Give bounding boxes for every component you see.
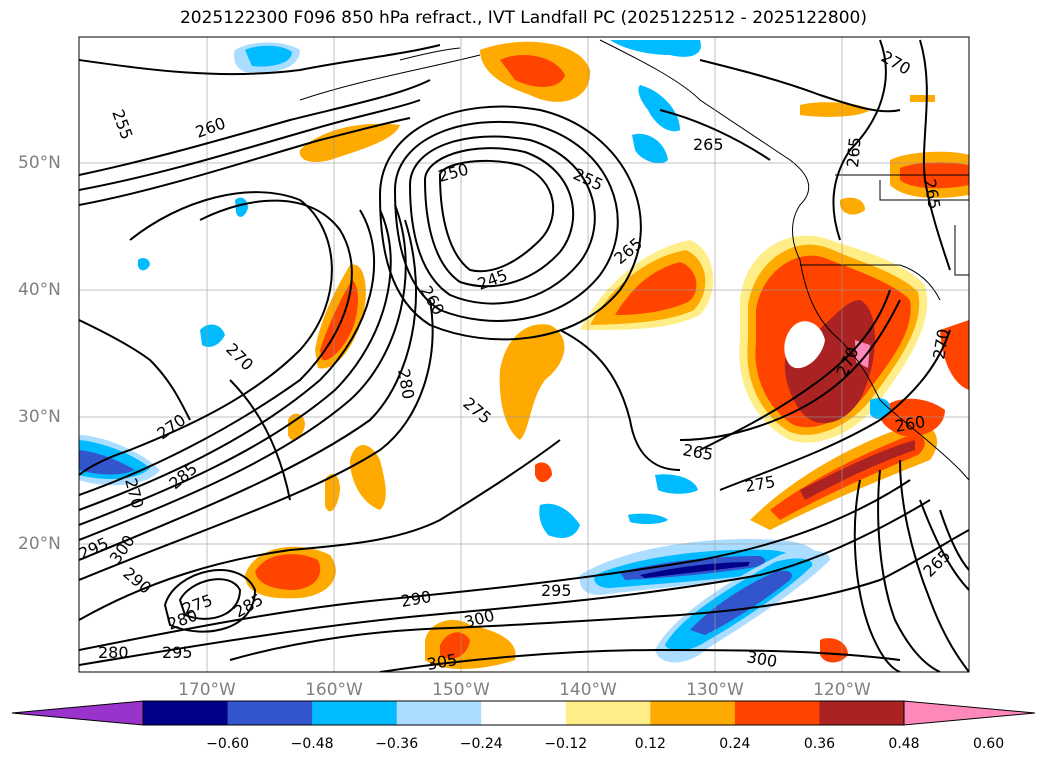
map-frame (78, 36, 970, 673)
contour-label: 295 (162, 643, 193, 662)
colorbar-swatch (312, 701, 398, 725)
contour-lines (79, 39, 969, 672)
lat-label: 50°N (18, 153, 61, 173)
lon-label: 130°W (686, 680, 744, 700)
colorbar-tick-label: 0.12 (634, 736, 666, 752)
colorbar-tick-label: −0.48 (290, 736, 334, 752)
lon-label: 170°W (178, 680, 236, 700)
contour-label: 295 (541, 581, 572, 600)
colorbar-swatch (396, 701, 482, 725)
colorbar-tick-label: −0.24 (459, 736, 503, 752)
positive-anomaly-fill (245, 41, 969, 669)
colorbar-tick-label: −0.12 (544, 736, 588, 752)
colorbar-tick-label: −0.60 (206, 736, 249, 752)
colorbar-swatch (481, 701, 567, 725)
colorbar-swatch (734, 701, 820, 725)
colorbar-swatch (12, 701, 143, 725)
lon-label: 140°W (559, 680, 617, 700)
colorbar-swatch (819, 701, 905, 725)
lon-label: 120°W (813, 680, 871, 700)
contour-label: 265 (843, 136, 865, 168)
lon-label: 150°W (432, 680, 490, 700)
colorbar-swatches (12, 701, 1035, 725)
colorbar-swatch (904, 701, 1035, 725)
map-title: 2025122300 F096 850 hPa refract., IVT La… (179, 8, 867, 28)
contour-label: 280 (98, 643, 129, 662)
lat-label: 40°N (18, 280, 61, 300)
colorbar-tick-label: 0.48 (888, 736, 920, 752)
colorbar-tick-label: 0.36 (803, 736, 836, 752)
lat-label: 30°N (18, 407, 61, 427)
colorbar-tick-label: −0.36 (375, 736, 419, 752)
lon-label: 160°W (305, 680, 363, 700)
colorbar-swatch (650, 701, 736, 725)
colorbar-tick-label: 0.24 (719, 736, 751, 752)
colorbar-swatch (227, 701, 313, 725)
colorbar-frame (142, 700, 905, 726)
contour-label: 265 (693, 135, 724, 154)
coastlines (299, 39, 969, 481)
lat-label: 20°N (18, 534, 61, 554)
negative-anomaly-fill (79, 40, 891, 663)
colorbar-swatch (565, 701, 651, 725)
contour-label: 305 (425, 650, 458, 674)
colorbar-swatch (143, 701, 229, 725)
colorbar-tick-label: 0.60 (972, 736, 1005, 752)
